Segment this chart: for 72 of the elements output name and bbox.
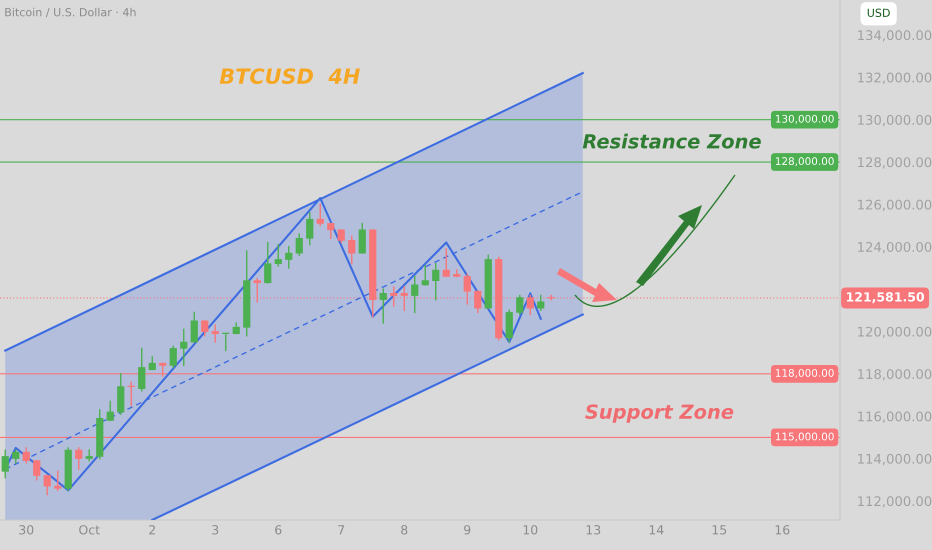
y-tick-label: 132,000.00 bbox=[858, 72, 932, 84]
x-tick-label: 14 bbox=[650, 525, 664, 534]
candlestick bbox=[327, 222, 334, 239]
candlestick bbox=[128, 382, 135, 406]
y-tick-label: 112,000.00 bbox=[858, 496, 932, 508]
x-tick-label: 6 bbox=[275, 525, 282, 535]
candlestick bbox=[12, 449, 20, 464]
x-tick-label: 10 bbox=[524, 525, 538, 535]
candlestick bbox=[306, 212, 314, 246]
candlestick bbox=[338, 229, 345, 244]
candlestick bbox=[54, 470, 62, 492]
x-tick-label: 9 bbox=[464, 525, 470, 535]
candlestick bbox=[190, 312, 198, 343]
x-tick-label: 30 bbox=[19, 525, 34, 535]
x-tick-label: 8 bbox=[401, 525, 408, 535]
ref-line-label: 130,000.00 bbox=[776, 114, 834, 124]
text: Bitcoin / U.S. Dollar · 4h bbox=[5, 8, 136, 18]
candlestick bbox=[422, 265, 429, 286]
ref-line-label: 115,000.00 bbox=[776, 432, 834, 442]
y-tick-label: 126,000.00 bbox=[858, 200, 932, 211]
x-tick-label: Oct bbox=[79, 525, 100, 535]
candlestick bbox=[432, 263, 440, 300]
candlestick bbox=[212, 324, 219, 343]
candlestick bbox=[274, 244, 282, 267]
candlestick bbox=[296, 233, 303, 256]
candlestick bbox=[148, 356, 156, 370]
x-tick-label: 3 bbox=[212, 525, 218, 535]
candlestick bbox=[358, 222, 366, 254]
annotation: Support Zone bbox=[585, 404, 734, 423]
candlestick bbox=[170, 346, 177, 368]
candlestick bbox=[138, 348, 146, 392]
y-tick-label: 116,000.00 bbox=[858, 411, 932, 423]
y-tick-label: 118,000.00 bbox=[858, 369, 932, 380]
ref-line-label: 121,581.50 bbox=[846, 292, 924, 304]
candlestick bbox=[75, 447, 82, 470]
candlestick bbox=[285, 246, 292, 269]
y-tick-label: 114,000.00 bbox=[858, 454, 932, 466]
ref-line-label: 128,000.00 bbox=[776, 157, 834, 166]
candlestick bbox=[516, 294, 524, 316]
y-tick-label: 124,000.00 bbox=[858, 242, 932, 254]
x-tick-label: 16 bbox=[776, 525, 790, 535]
x-tick-label: 2 bbox=[149, 525, 155, 534]
y-tick-label: 128,000.00 bbox=[858, 157, 932, 169]
annotation: BTCUSD 4H bbox=[220, 68, 360, 84]
candlestick bbox=[442, 248, 450, 278]
candlestick bbox=[180, 328, 188, 366]
annotation: Resistance Zone bbox=[582, 134, 761, 149]
candlestick bbox=[86, 449, 93, 462]
candlestick bbox=[232, 322, 240, 334]
candlestick bbox=[201, 320, 208, 336]
candlestick bbox=[33, 460, 40, 480]
y-tick-label: 130,000.00 bbox=[858, 114, 932, 126]
x-tick-label: 7 bbox=[338, 525, 344, 534]
candlestick bbox=[380, 288, 387, 324]
candlestick bbox=[348, 235, 356, 264]
candlestick bbox=[264, 242, 272, 284]
candlestick bbox=[411, 276, 418, 314]
candlestick bbox=[106, 400, 114, 422]
x-tick-label: 13 bbox=[586, 525, 600, 535]
ref-line-label: 118,000.00 bbox=[776, 368, 834, 378]
y-axis-title: USD bbox=[868, 8, 890, 17]
y-tick-label: 120,000.00 bbox=[858, 326, 932, 338]
x-tick-label: 15 bbox=[712, 525, 726, 535]
candlestick bbox=[44, 474, 51, 496]
candlestick bbox=[464, 274, 471, 305]
candlestick bbox=[537, 294, 544, 311]
y-tick-label: 134,000.00 bbox=[858, 30, 932, 42]
candlestick bbox=[22, 447, 30, 464]
candlestick bbox=[2, 449, 9, 478]
candlestick bbox=[222, 332, 230, 352]
candlestick bbox=[254, 278, 261, 303]
candlestick bbox=[316, 204, 324, 226]
